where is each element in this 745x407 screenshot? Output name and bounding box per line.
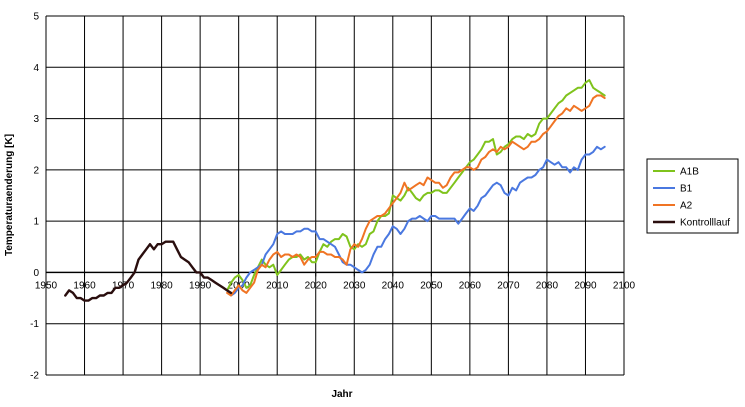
x-tick-label: 2040 xyxy=(382,280,405,291)
x-tick-label: 1950 xyxy=(35,280,58,291)
legend-label-a1b: A1B xyxy=(680,167,699,178)
y-tick-label: 2 xyxy=(33,165,39,176)
x-tick-label: 2100 xyxy=(613,280,636,291)
series-line-a2 xyxy=(226,94,606,297)
x-tick-label: 2020 xyxy=(305,280,328,291)
y-tick-label: -1 xyxy=(30,319,39,330)
x-tick-label: 1960 xyxy=(73,280,96,291)
x-tick-label: 2030 xyxy=(343,280,366,291)
x-tick-label: 2090 xyxy=(574,280,597,291)
y-tick-label: 4 xyxy=(33,63,39,74)
y-tick-label: 5 xyxy=(33,12,39,23)
legend: A1B B1 A2 Kontrolllauf xyxy=(646,158,739,234)
x-tick-label: 2050 xyxy=(420,280,443,291)
x-tick-label: 2060 xyxy=(459,280,482,291)
grid xyxy=(45,15,625,376)
series-line-kontrolllauf xyxy=(64,240,233,302)
x-axis-title: Jahr xyxy=(331,389,352,400)
x-tick-label: 1990 xyxy=(189,280,212,291)
series-line-a1b xyxy=(226,79,606,292)
series-line-b1 xyxy=(226,145,606,297)
series-lines xyxy=(64,79,606,302)
y-axis-title: Temperaturaenderung [K] xyxy=(4,134,15,256)
y-tick-label: 3 xyxy=(33,114,39,125)
legend-label-kontrolllauf: Kontrolllauf xyxy=(680,218,730,229)
x-tick-label: 2070 xyxy=(497,280,520,291)
x-tick-label: 2080 xyxy=(536,280,559,291)
legend-label-b1: B1 xyxy=(680,184,693,195)
legend-label-a2: A2 xyxy=(680,201,693,212)
x-tick-label: 2010 xyxy=(266,280,289,291)
y-tick-label: 0 xyxy=(33,268,39,279)
y-tick-label: 1 xyxy=(33,217,39,228)
y-tick-label: -2 xyxy=(30,371,39,382)
x-tick-label: 1980 xyxy=(150,280,173,291)
